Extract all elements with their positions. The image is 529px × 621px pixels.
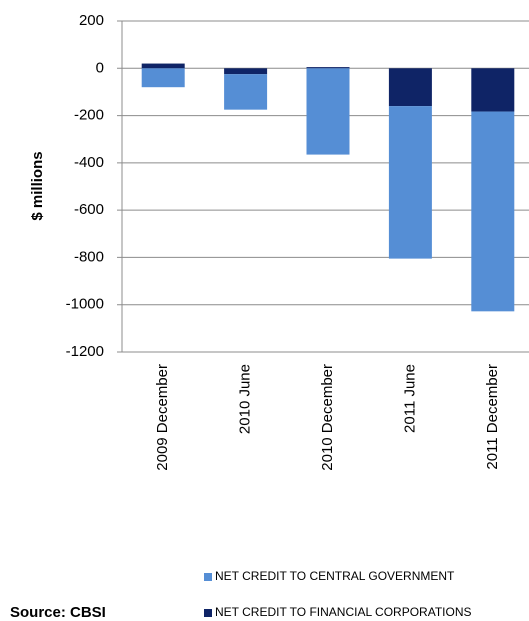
x-tick-label: 2011 December: [484, 364, 501, 470]
y-tick-label: -800: [74, 248, 104, 265]
bar-segment: [388, 106, 432, 259]
source: Source: CBSI: [10, 604, 106, 621]
bar-segment: [224, 74, 268, 110]
bar-segment: [141, 68, 185, 88]
x-tick-label: 2009 December: [154, 364, 171, 471]
legend-label: NET CREDIT TO CENTRAL GOVERNMENT: [215, 569, 455, 583]
x-tick-label: 2011 June: [401, 364, 418, 433]
bar-segment: [306, 67, 350, 69]
legend-swatch: [204, 609, 212, 617]
y-tick-label: -400: [74, 154, 104, 171]
bar-segment: [471, 111, 515, 312]
y-tick-label: 0: [96, 59, 104, 76]
y-axis-label: $ millions: [29, 151, 46, 220]
x-tick-label: 2010 December: [319, 364, 336, 471]
y-tick-label: -1200: [66, 343, 104, 360]
y-tick-label: -600: [74, 201, 104, 218]
bar-segment: [306, 68, 350, 155]
legend-label: NET CREDIT TO FINANCIAL CORPORATIONS: [215, 605, 471, 619]
bar-segment: [471, 68, 515, 112]
legend-swatch: [204, 573, 212, 581]
bar-segment: [224, 68, 268, 75]
y-tick-label: -1000: [66, 296, 104, 313]
y-tick-label: -200: [74, 107, 104, 124]
bar-segment: [388, 68, 432, 107]
y-tick-label: 200: [79, 12, 104, 29]
x-tick-label: 2010 June: [237, 364, 254, 434]
bar-segment: [141, 63, 185, 69]
